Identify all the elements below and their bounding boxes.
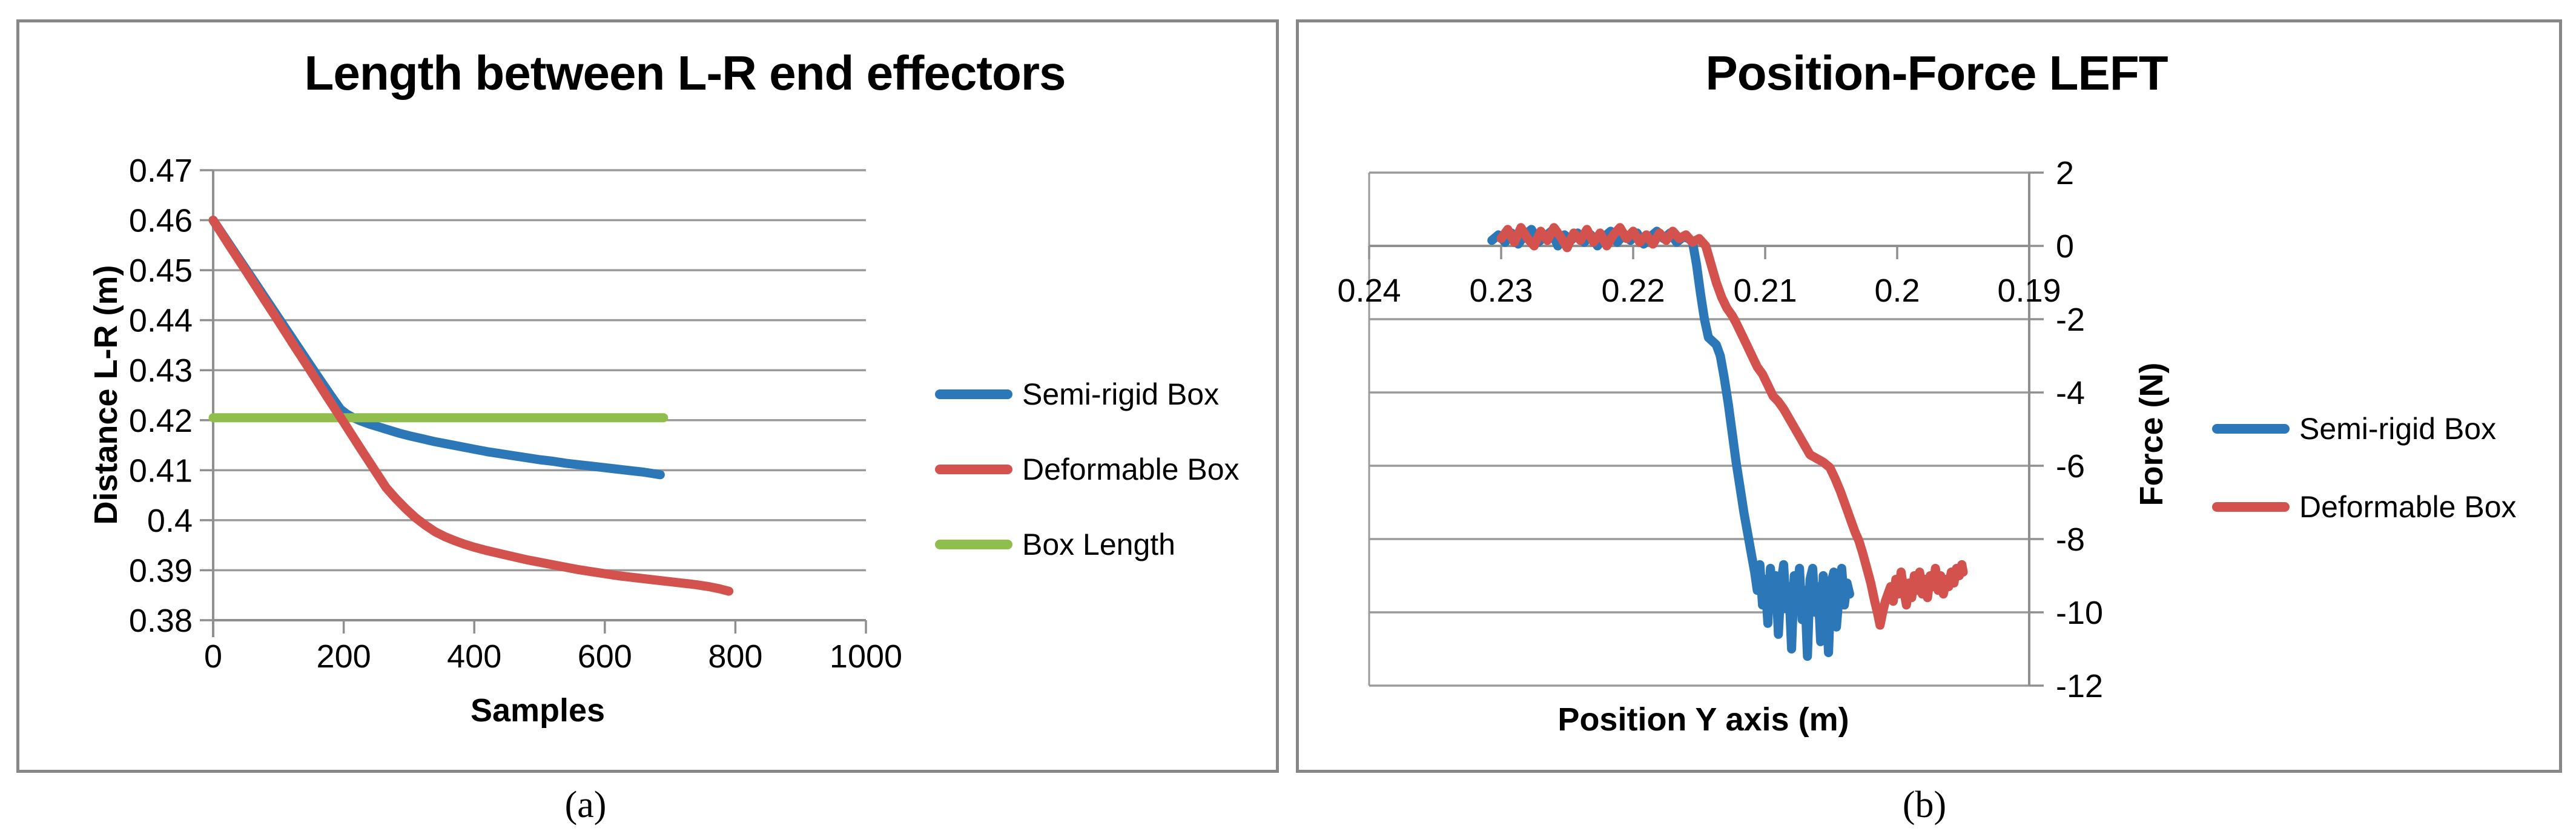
legend-label: Semi-rigid Box bbox=[1022, 377, 1220, 411]
y-tick-label: 0.39 bbox=[129, 552, 193, 589]
chart-b-canvas: 2 0 -2 -4 -6 -8 -10 -12 0.24 0.23 0.22 0.21 0.2 0.19 bbox=[1337, 155, 2103, 704]
series-line-deformable-box bbox=[208, 216, 734, 596]
y-tick-label: -4 bbox=[2056, 375, 2085, 411]
y-tick-label: -12 bbox=[2056, 668, 2103, 704]
legend-label: Deformable Box bbox=[1022, 452, 1240, 486]
chart-a-title: Length between L-R end effectors bbox=[304, 46, 1066, 100]
chart-b-legend: Semi-rigid Box Deformable Box bbox=[2212, 411, 2517, 568]
legend-line-swatch bbox=[2212, 424, 2290, 434]
x-tick-label: 0.21 bbox=[1733, 273, 1797, 309]
series-line-semi-rigid-box bbox=[208, 216, 665, 480]
x-tick-label: 200 bbox=[317, 638, 371, 675]
legend-line-swatch bbox=[935, 540, 1012, 549]
chart-a-legend: Semi-rigid Box Deformable Box Box Length bbox=[935, 377, 1240, 602]
x-tick-label: 0.19 bbox=[1997, 273, 2061, 309]
legend-item: Deformable Box bbox=[2212, 489, 2517, 525]
x-tick-label: 0.23 bbox=[1469, 273, 1533, 309]
y-tick-label: 0.46 bbox=[129, 203, 193, 239]
y-tick-label: -2 bbox=[2056, 302, 2085, 338]
legend-line-swatch bbox=[2212, 502, 2290, 512]
y-tick-label: 0.41 bbox=[129, 452, 193, 489]
chart-a-y-axis-label: Distance L-R (m) bbox=[88, 265, 124, 525]
x-tick-label: 0 bbox=[204, 638, 222, 675]
legend-item: Deformable Box bbox=[935, 452, 1240, 487]
y-tick-label: -6 bbox=[2056, 448, 2085, 485]
subfigure-caption-a: (a) bbox=[564, 784, 607, 826]
y-tick-label: 0.43 bbox=[129, 352, 193, 389]
x-tick-label: 0.22 bbox=[1601, 273, 1665, 309]
panel-b: Position-Force LEFT 2 0 -2 -4 -6 -8 -10 -12 0.24… bbox=[1296, 19, 2562, 773]
legend-item: Semi-rigid Box bbox=[935, 377, 1240, 412]
y-tick-label: 0.47 bbox=[129, 153, 193, 189]
chart-b-x-axis-label: Position Y axis (m) bbox=[1557, 701, 1849, 738]
legend-label: Deformable Box bbox=[2299, 490, 2517, 524]
subfigure-caption-b: (b) bbox=[1902, 784, 1947, 826]
legend-item: Semi-rigid Box bbox=[2212, 411, 2517, 446]
x-tick-label: 0.24 bbox=[1337, 273, 1401, 309]
x-tick-label: 0.2 bbox=[1874, 273, 1920, 309]
x-tick-label: 800 bbox=[708, 638, 762, 675]
y-tick-label: 0.4 bbox=[147, 503, 193, 539]
y-tick-label: 0.45 bbox=[129, 253, 193, 289]
y-tick-label: 0.38 bbox=[129, 603, 193, 639]
panel-a: Length between L-R end effectors 0.47 0.4… bbox=[16, 19, 1279, 773]
chart-b-y-axis-label: Force (N) bbox=[2133, 362, 2170, 506]
x-tick-label: 400 bbox=[447, 638, 501, 675]
y-tick-label: 0 bbox=[2056, 228, 2074, 265]
legend-label: Semi-rigid Box bbox=[2299, 412, 2497, 446]
y-tick-label: 0.42 bbox=[129, 403, 193, 439]
legend-line-swatch bbox=[935, 465, 1012, 474]
legend-label: Box Length bbox=[1022, 528, 1175, 561]
y-tick-label: -8 bbox=[2056, 521, 2085, 558]
legend-item: Box Length bbox=[935, 527, 1240, 562]
series-line-deformable-box bbox=[1496, 223, 1968, 630]
y-tick-label: 2 bbox=[2056, 155, 2074, 191]
x-tick-label: 600 bbox=[578, 638, 632, 675]
chart-a-canvas: 0.47 0.46 0.45 0.44 0.43 0.42 0.41 0.4 0.39 0.38 0… bbox=[129, 153, 902, 675]
chart-b-title: Position-Force LEFT bbox=[1705, 46, 2168, 100]
legend-line-swatch bbox=[935, 389, 1012, 399]
chart-a-x-axis-label: Samples bbox=[470, 692, 606, 729]
y-tick-label: 0.44 bbox=[129, 303, 193, 339]
x-tick-label: 1000 bbox=[830, 638, 902, 675]
y-tick-label: -10 bbox=[2056, 595, 2103, 631]
